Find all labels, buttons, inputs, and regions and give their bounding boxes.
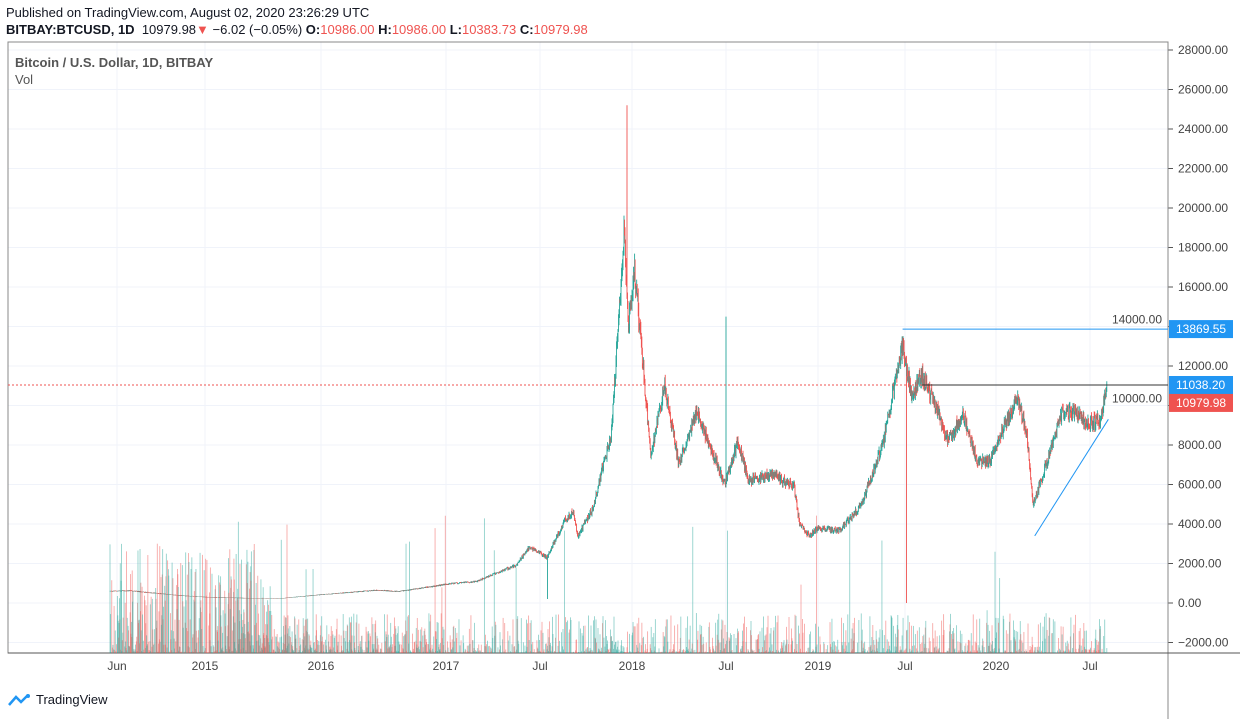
- tradingview-logo-icon: [8, 693, 30, 706]
- high-value: 10986.00: [391, 22, 447, 37]
- tradingview-logo[interactable]: TradingView: [8, 692, 108, 707]
- series-title: Bitcoin / U.S. Dollar, 1D, BITBAY: [15, 55, 214, 70]
- x-tick-label: Jul: [532, 659, 547, 673]
- x-tick-label: 2017: [433, 659, 460, 673]
- x-tick-label: 2016: [308, 659, 335, 673]
- y-tick-label: 28000.00: [1178, 43, 1228, 57]
- x-tick-label: 2019: [805, 659, 832, 673]
- x-tick-label: 2020: [983, 659, 1010, 673]
- high-label: H:: [378, 22, 392, 37]
- price-label-bg: [1169, 393, 1233, 412]
- low-label: L:: [449, 22, 462, 37]
- y-tick-label: 16000.00: [1178, 280, 1228, 294]
- x-tick-label: Jul: [897, 659, 912, 673]
- y-tick-label: 10000.00: [1112, 392, 1162, 406]
- price-label: 10979.98: [1176, 396, 1226, 410]
- price-label: 11038.20: [1176, 378, 1225, 392]
- y-tick-label: 12000.00: [1178, 359, 1228, 373]
- price-label: 13869.55: [1176, 322, 1226, 336]
- x-tick-label: 2018: [619, 659, 646, 673]
- candles: [109, 105, 1108, 603]
- ohlc-bar: BITBAY:BTCUSD, 1D 10979.98▼ −6.02 (−0.05…: [6, 22, 588, 37]
- x-tick-label: Jun: [107, 659, 126, 673]
- x-tick-label: 2015: [192, 659, 219, 673]
- x-tick-label: Jul: [1082, 659, 1097, 673]
- down-arrow-icon: ▼: [196, 22, 209, 37]
- symbol: BITBAY:BTCUSD, 1D: [6, 22, 135, 37]
- y-tick-label: 8000.00: [1178, 438, 1222, 452]
- brand-name: TradingView: [36, 692, 108, 707]
- last-price: 10979.98: [141, 22, 197, 37]
- trend-line: [1034, 419, 1109, 537]
- volume-bars: [109, 514, 1108, 653]
- open-value: 10986.00: [320, 22, 375, 37]
- y-tick-label: 26000.00: [1178, 83, 1228, 97]
- y-tick-label: 4000.00: [1178, 517, 1222, 531]
- price-label-bg: [1169, 320, 1233, 339]
- y-tick-label: 20000.00: [1178, 201, 1228, 215]
- volume-label: Vol: [15, 72, 34, 87]
- published-info: Published on TradingView.com, August 02,…: [6, 5, 370, 20]
- low-value: 10383.73: [461, 22, 517, 37]
- price-change: −6.02 (−0.05%): [212, 22, 303, 37]
- close-value: 10979.98: [533, 22, 588, 37]
- close-label: C:: [519, 22, 534, 37]
- y-tick-label: 24000.00: [1178, 122, 1228, 136]
- price-label-bg: [1169, 375, 1233, 394]
- open-label: O:: [305, 22, 321, 37]
- y-tick-label: 0.00: [1178, 596, 1202, 610]
- y-tick-label: 6000.00: [1178, 478, 1222, 492]
- chart-legend: Bitcoin / U.S. Dollar, 1D, BITBAY Vol: [15, 54, 213, 88]
- y-tick-label: 22000.00: [1178, 162, 1228, 176]
- y-tick-label: 2000.00: [1178, 557, 1222, 571]
- plot-border: [7, 41, 1169, 654]
- y-tick-label: 14000.00: [1112, 313, 1162, 327]
- x-tick-label: Jul: [718, 659, 733, 673]
- y-tick-label: −2000.00: [1178, 636, 1229, 650]
- y-tick-label: 18000.00: [1178, 241, 1228, 255]
